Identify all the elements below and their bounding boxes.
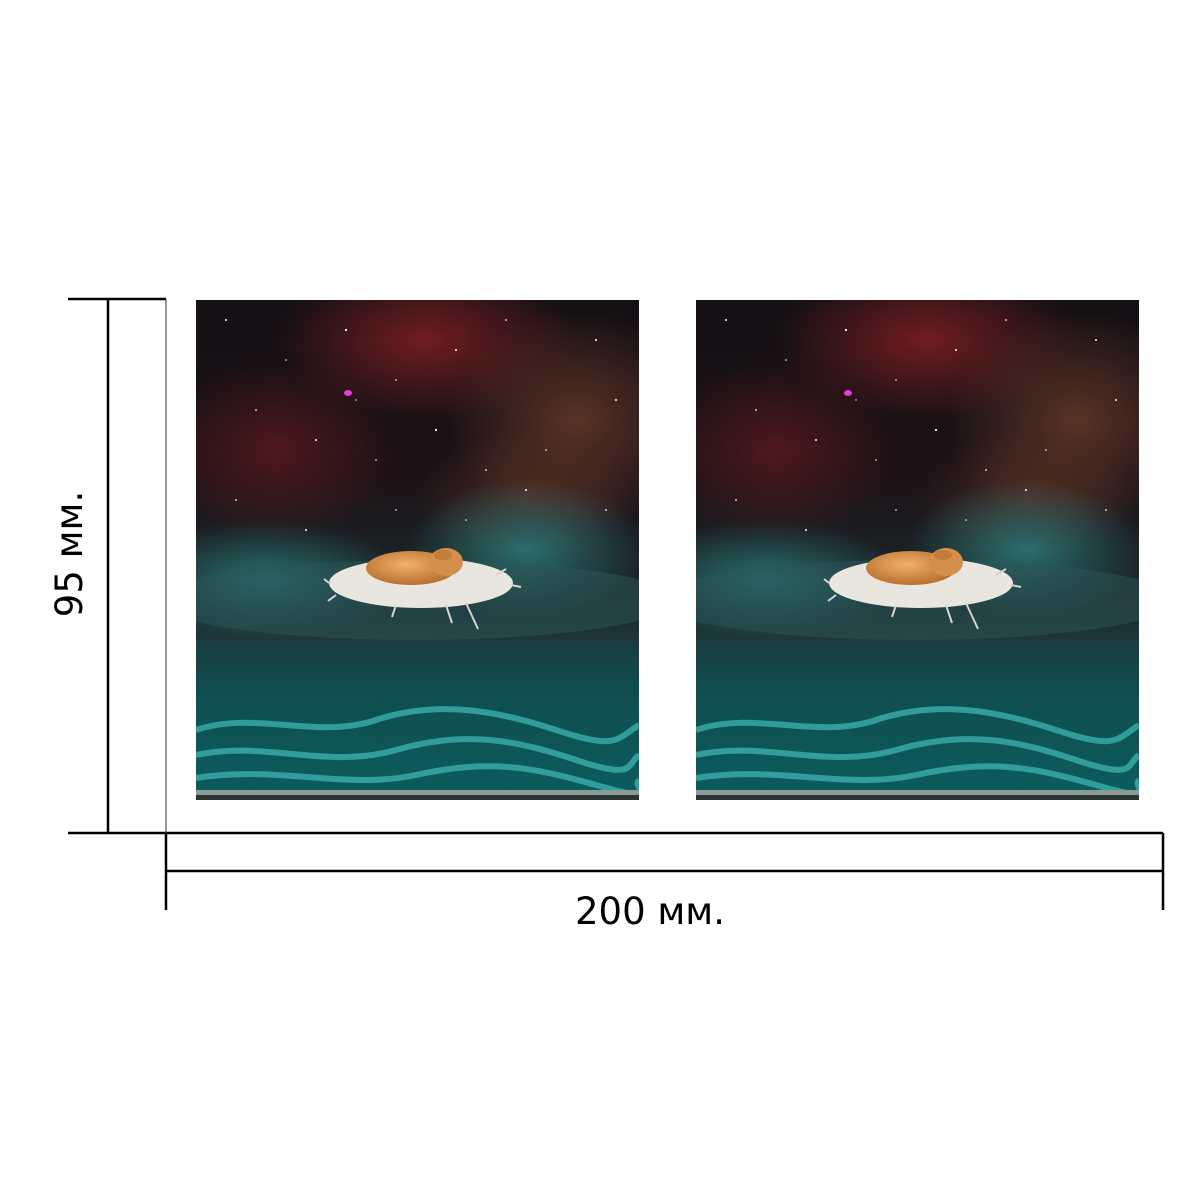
height-label-text: 95 мм. (48, 490, 91, 618)
width-label: 200 мм. (575, 890, 725, 933)
left-panel-image (196, 300, 639, 800)
cat-on-feather-scene (196, 300, 639, 800)
right-panel-image (696, 300, 1139, 800)
cat-on-feather-scene (696, 300, 1139, 800)
